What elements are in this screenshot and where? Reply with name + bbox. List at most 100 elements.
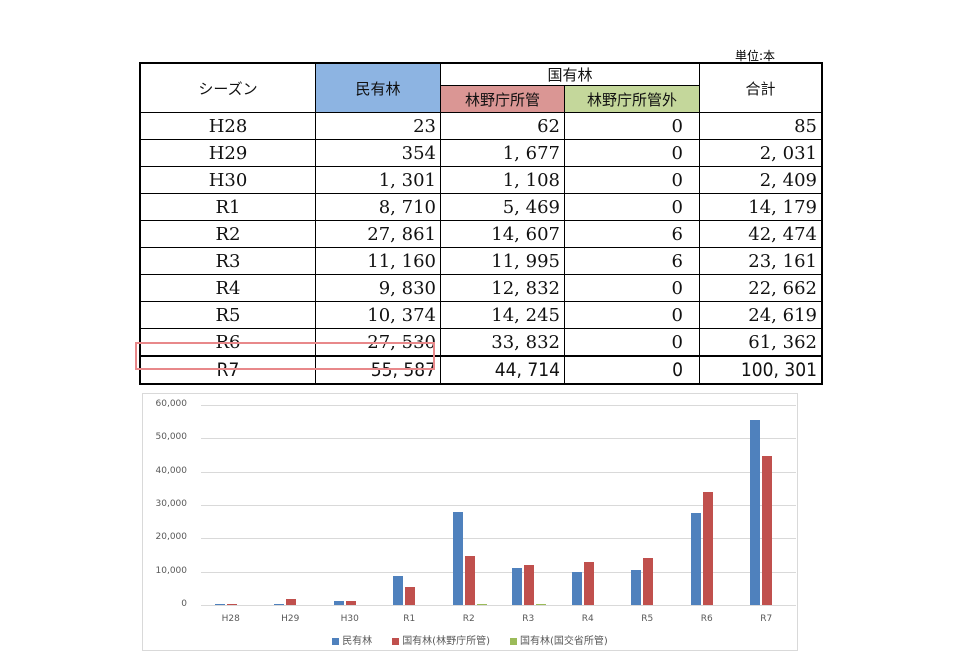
cell-forestry: 5, 469: [440, 193, 565, 221]
cell-total: 42, 474: [699, 220, 823, 248]
gridline: [201, 505, 796, 506]
table-row: R4 9, 830 12, 832 0 22, 662: [139, 274, 823, 302]
bar: [762, 455, 773, 605]
gridline: [201, 438, 796, 440]
x-tick-label: H30: [340, 614, 359, 624]
bar: [512, 567, 523, 605]
table-row: R1 8, 710 5, 469 0 14, 179: [139, 193, 823, 221]
y-tick-label: 50,000: [155, 432, 188, 443]
cell-total: 23, 161: [699, 247, 823, 275]
table-row: R7 55, 587 44, 714 0 100, 301: [139, 355, 823, 385]
cell-season: H28: [139, 112, 316, 140]
cell-season: R2: [139, 220, 316, 248]
cell-season: R3: [139, 247, 316, 275]
cell-other: 0: [564, 166, 700, 194]
cell-private: 354: [315, 139, 441, 167]
legend-item: 国有林(国交省所管): [510, 636, 608, 647]
table-row: R6 27, 530 33, 832 0 61, 362: [139, 328, 823, 357]
legend-swatch-icon: [392, 637, 400, 645]
cell-season: H29: [139, 139, 316, 167]
gridline: [201, 471, 796, 473]
y-tick-label: 20,000: [155, 532, 188, 543]
cell-season: R5: [139, 301, 316, 329]
cell-private: 23: [315, 112, 441, 140]
legend-item: 国有林(林野庁所管): [392, 636, 490, 647]
y-tick-label: 30,000: [155, 499, 188, 509]
x-tick-label: R3: [522, 614, 535, 624]
x-tick-label: R1: [403, 614, 416, 624]
cell-total: 85: [699, 112, 823, 140]
cell-season: R7: [139, 355, 316, 385]
bar-chart: 民有林 国有林(林野庁所管) 国有林(国交省所管) 60,000 50,000 40,0…: [142, 393, 798, 651]
gridline: [201, 538, 796, 540]
bar: [274, 603, 285, 605]
bar: [476, 604, 487, 605]
legend-item: 民有林: [332, 636, 372, 647]
gridline: [201, 405, 796, 406]
cell-private: 27, 861: [315, 220, 441, 248]
x-tick-label: R4: [581, 614, 594, 624]
bar: [226, 604, 237, 605]
cell-private: 55, 587: [315, 355, 441, 385]
legend-swatch-icon: [332, 637, 340, 645]
cell-private: 10, 374: [315, 301, 441, 329]
table-row: H28 23 62 0 85: [139, 112, 823, 140]
bar: [345, 601, 356, 605]
cell-total: 14, 179: [699, 193, 823, 221]
table-row: H29 354 1, 677 0 2, 031: [139, 139, 823, 167]
legend-label: 国有林(林野庁所管): [402, 636, 490, 647]
cell-other: 0: [564, 301, 700, 329]
cell-forestry: 1, 677: [440, 139, 565, 167]
bar: [643, 557, 654, 605]
table-row: H30 1, 301 1, 108 0 2, 409: [139, 166, 823, 194]
cell-private: 8, 710: [315, 193, 441, 221]
cell-forestry: 44, 714: [440, 355, 565, 385]
cell-season: R4: [139, 274, 316, 302]
bar: [405, 586, 416, 605]
header-private: 民有林: [315, 62, 441, 113]
header-non-forestry-agency: 林野庁所管外: [564, 85, 700, 113]
cell-total: 2, 409: [699, 166, 823, 194]
cell-forestry: 11, 995: [440, 247, 565, 275]
table-row: R5 10, 374 14, 245 0 24, 619: [139, 301, 823, 329]
bar: [583, 562, 594, 605]
cell-season: R1: [139, 193, 316, 221]
y-tick-label: 40,000: [155, 465, 188, 476]
x-tick-label: H29: [281, 614, 300, 624]
cell-other: 0: [564, 274, 700, 302]
cell-other: 6: [564, 247, 700, 275]
cell-forestry: 62: [440, 112, 565, 140]
cell-other: 0: [564, 139, 700, 167]
x-tick-label: R5: [641, 614, 654, 624]
bar: [286, 599, 297, 605]
cell-forestry: 1, 108: [440, 166, 565, 194]
header-season: シーズン: [139, 62, 316, 113]
data-table: シーズン 民有林 国有林 合計 林野庁所管 林野庁所管外 H28 23 62 0 85 H…: [139, 62, 823, 385]
x-tick-label: H28: [221, 614, 240, 624]
y-tick-label: 60,000: [155, 399, 188, 409]
y-tick-label: 10,000: [155, 565, 188, 576]
cell-other: 0: [564, 328, 700, 357]
cell-total: 61, 362: [699, 328, 823, 357]
cell-forestry: 14, 245: [440, 301, 565, 329]
cell-forestry: 12, 832: [440, 274, 565, 302]
cell-total: 24, 619: [699, 301, 823, 329]
x-tick-label: R6: [700, 614, 713, 624]
bar: [214, 604, 225, 605]
bar: [750, 419, 761, 605]
header-forestry-agency: 林野庁所管: [440, 85, 565, 113]
cell-other: 6: [564, 220, 700, 248]
legend-swatch-icon: [510, 637, 517, 645]
cell-other: 0: [564, 355, 700, 385]
unit-label: 単位:本: [735, 49, 776, 63]
cell-other: 0: [564, 112, 700, 140]
bar: [393, 575, 404, 605]
x-tick-label: R7: [760, 614, 773, 624]
legend-label: 民有林: [342, 636, 373, 647]
cell-forestry: 14, 607: [440, 220, 565, 248]
legend-label: 国有林(国交省所管): [520, 636, 608, 647]
gridline: [201, 571, 796, 573]
bar: [452, 512, 463, 605]
cell-total: 100, 301: [699, 355, 823, 385]
header-total: 合計: [699, 62, 823, 113]
